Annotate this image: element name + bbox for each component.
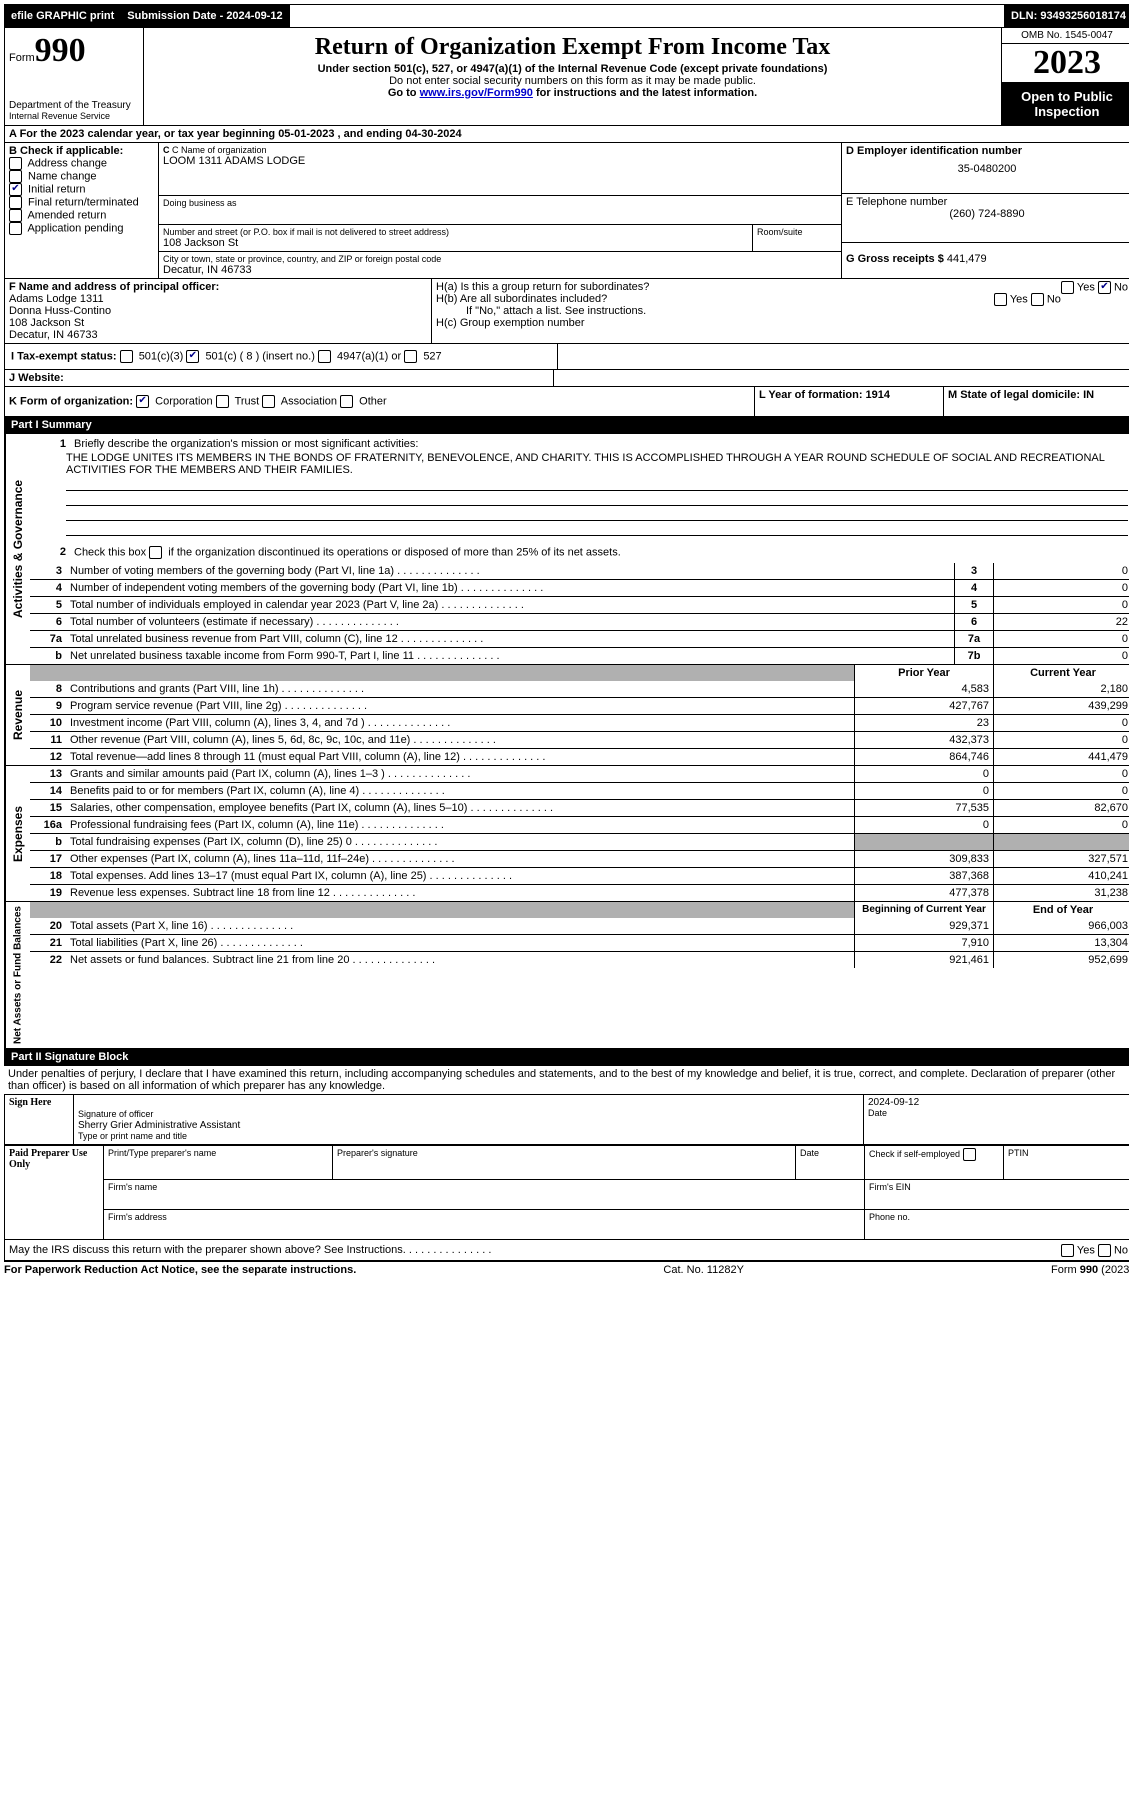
part2-header: Part II Signature Block xyxy=(4,1049,1129,1066)
pra-notice: For Paperwork Reduction Act Notice, see … xyxy=(4,1264,356,1276)
open-public: Open to Public Inspection xyxy=(1002,83,1129,125)
form-subtitle: Under section 501(c), 527, or 4947(a)(1)… xyxy=(148,63,997,75)
dept-treasury: Department of the Treasury xyxy=(9,70,139,111)
part1-header: Part I Summary xyxy=(4,417,1129,434)
form-foot: Form 990 (2023) xyxy=(1051,1264,1129,1276)
efile-label[interactable]: efile GRAPHIC print xyxy=(5,5,121,27)
city-state-zip: Decatur, IN 46733 xyxy=(163,264,837,276)
omb-number: OMB No. 1545-0047 xyxy=(1002,28,1129,43)
net-label: Net Assets or Fund Balances xyxy=(5,902,30,1048)
submission-date: Submission Date - 2024-09-12 xyxy=(121,5,289,27)
rev-label: Revenue xyxy=(5,665,30,765)
ha-no[interactable] xyxy=(1098,281,1111,294)
telephone: (260) 724-8890 xyxy=(846,208,1128,220)
ha-yes[interactable] xyxy=(1061,281,1074,294)
line-a: A For the 2023 calendar year, or tax yea… xyxy=(4,126,1129,143)
cat-no: Cat. No. 11282Y xyxy=(663,1264,744,1276)
ein: 35-0480200 xyxy=(846,157,1128,175)
mission: THE LODGE UNITES ITS MEMBERS IN THE BOND… xyxy=(34,452,1128,476)
form-header: Form990 Department of the Treasury Inter… xyxy=(4,28,1129,126)
top-bar: efile GRAPHIC print Submission Date - 20… xyxy=(4,4,1129,28)
perjury-statement: Under penalties of perjury, I declare th… xyxy=(4,1066,1129,1094)
form-title: Return of Organization Exempt From Incom… xyxy=(148,34,997,61)
dln: DLN: 93493256018174 xyxy=(1005,5,1129,27)
gov-label: Activities & Governance xyxy=(5,434,30,664)
hb-no[interactable] xyxy=(1031,293,1044,306)
hb-yes[interactable] xyxy=(994,293,1007,306)
instructions-link[interactable]: www.irs.gov/Form990 xyxy=(420,87,533,99)
irs-label: Internal Revenue Service xyxy=(9,111,139,121)
form-number: 990 xyxy=(35,32,86,69)
tax-year: 2023 xyxy=(1002,43,1129,83)
org-name: LOOM 1311 ADAMS LODGE xyxy=(163,155,837,167)
section-b: B Check if applicable: Address change Na… xyxy=(5,143,159,278)
gross-receipts: 441,479 xyxy=(947,253,987,265)
officer-name: Adams Lodge 1311 xyxy=(9,293,104,305)
street-address: 108 Jackson St xyxy=(163,237,748,249)
exp-label: Expenses xyxy=(5,766,30,901)
ssn-warning: Do not enter social security numbers on … xyxy=(148,75,997,87)
form-label: Form xyxy=(9,52,35,64)
